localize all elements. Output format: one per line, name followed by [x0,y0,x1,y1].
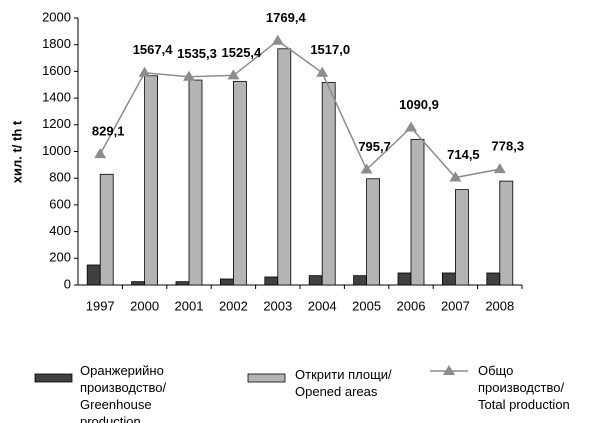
y-tick-label: 1000 [42,143,71,158]
data-label: 829,1 [92,124,125,139]
x-tick-label: 2000 [130,298,159,313]
line-marker [183,70,195,81]
bar [397,272,412,286]
y-tick-label: 400 [49,223,71,238]
legend-label: Открити площи/ Opened areas [295,367,392,399]
bar [308,275,323,286]
line-marker [449,171,462,182]
y-tick-label: 600 [49,196,71,211]
y-tick-label: 2000 [42,9,71,24]
y-tick-label: 1200 [42,116,71,131]
data-label: 1090,9 [399,97,439,112]
bar [86,264,101,286]
bar [321,82,336,286]
x-tick-label: 2005 [352,298,381,313]
x-tick-label: 2004 [308,298,337,313]
bar [454,189,469,286]
legend-swatch [34,373,73,383]
line-marker [360,163,373,174]
bar [188,79,203,286]
x-tick-label: 2003 [263,298,292,313]
x-tick-label: 2008 [485,298,514,313]
bar [264,276,279,286]
y-tick-label: 800 [49,170,71,185]
legend-label: Оранжерийно производство/ Greenhouse pro… [80,363,167,423]
x-tick-label: 2007 [441,298,470,313]
data-label: 1517,0 [310,42,350,57]
x-tick-label: 2001 [175,298,204,313]
line-marker [138,66,151,77]
bar [99,173,114,286]
data-label: 1525,4 [222,45,263,60]
data-label: 1567,4 [133,42,174,57]
line-marker [405,121,417,132]
bar [219,278,234,286]
bar [131,281,146,286]
x-tick-label: 1997 [86,298,115,313]
y-tick-label: 200 [49,250,71,265]
bar [486,272,501,286]
legend-marker [443,365,455,375]
legend-swatch [247,373,286,383]
data-label: 795,7 [358,139,391,154]
bar [499,180,514,286]
line [99,39,500,179]
data-label: 714,5 [447,147,480,162]
line-marker [227,69,240,80]
line-marker [316,66,329,77]
y-tick-label: 1400 [42,90,71,105]
line-marker [271,34,284,45]
bar [144,75,159,286]
bar [410,138,425,286]
data-label: 778,3 [492,139,525,154]
x-tick-label: 2006 [397,298,426,313]
y-tick-label: 1800 [42,36,71,51]
bar [366,178,381,286]
y-axis-label: хил. t/ th t [9,120,24,183]
data-label: 1535,3 [177,46,217,61]
line-marker [94,148,107,159]
legend-label: Общо производство/ Total production [478,363,570,412]
bar [232,80,247,286]
bar [441,272,456,286]
y-tick-label: 1600 [42,63,71,78]
x-tick-label: 2002 [219,298,248,313]
bar [353,275,368,286]
bar [175,281,190,286]
y-tick-label: 0 [64,276,71,291]
data-label: 1769,4 [266,10,307,25]
line-marker [493,163,506,174]
bar [277,48,292,286]
